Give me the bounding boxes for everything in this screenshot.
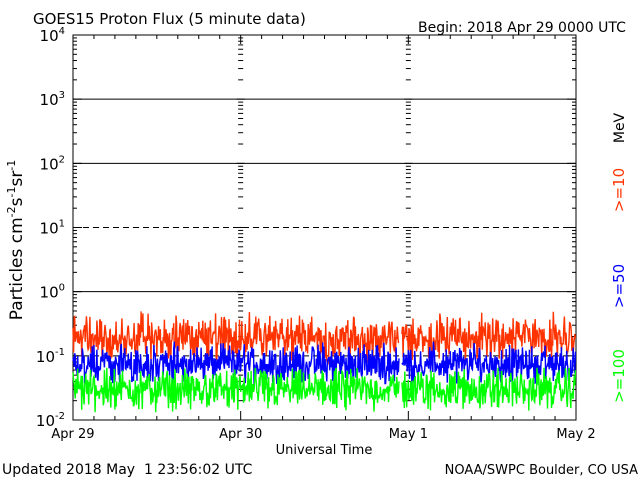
series-lines — [72, 311, 577, 413]
x-tick-label: Apr 30 — [219, 427, 262, 442]
legend-label: >=50 — [610, 264, 628, 308]
y-tick-label: 100 — [40, 283, 65, 302]
chart-title: GOES15 Proton Flux (5 minute data) — [33, 10, 306, 28]
series-line — [72, 367, 577, 413]
x-tick-label: May 1 — [389, 427, 428, 442]
units-label: MeV — [612, 112, 628, 143]
y-axis-label: Particles cm-2s-1sr-1 — [5, 160, 27, 321]
x-axis-label: Universal Time — [276, 443, 373, 458]
x-axis-ticks: Apr 29 Apr 30 May 1 May 2 — [51, 35, 596, 442]
y-tick-label: 101 — [40, 219, 65, 238]
series-line — [72, 341, 577, 387]
y-tick-label: 102 — [40, 154, 65, 173]
y-tick-label: 103 — [40, 90, 65, 109]
y-tick-label: 104 — [40, 26, 65, 45]
x-tick-label: May 2 — [556, 427, 595, 442]
series-line — [72, 311, 577, 365]
begin-label: Begin: 2018 Apr 29 0000 UTC — [418, 20, 626, 36]
x-tick-label: Apr 29 — [51, 427, 94, 442]
legend-label: >=100 — [610, 349, 628, 403]
legend: >=10 >=50 >=100 — [610, 168, 628, 403]
y-tick-label: 10-1 — [36, 347, 65, 366]
credit-footer: NOAA/SWPC Boulder, CO USA — [445, 463, 638, 478]
updated-footer: Updated 2018 May 1 23:56:02 UTC — [2, 462, 253, 478]
legend-label: >=10 — [610, 168, 628, 212]
